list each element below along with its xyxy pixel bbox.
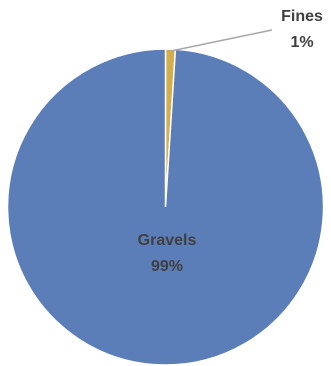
fines-label: Fines [281,8,323,25]
fines-percent-label: 1% [290,34,313,51]
gravels-label: Gravels [138,232,197,249]
pie-slice-gravels [6,48,325,366]
fines-leader-line [170,29,273,52]
pie-slices [6,48,325,366]
gravels-percent-label: 99% [151,258,183,275]
